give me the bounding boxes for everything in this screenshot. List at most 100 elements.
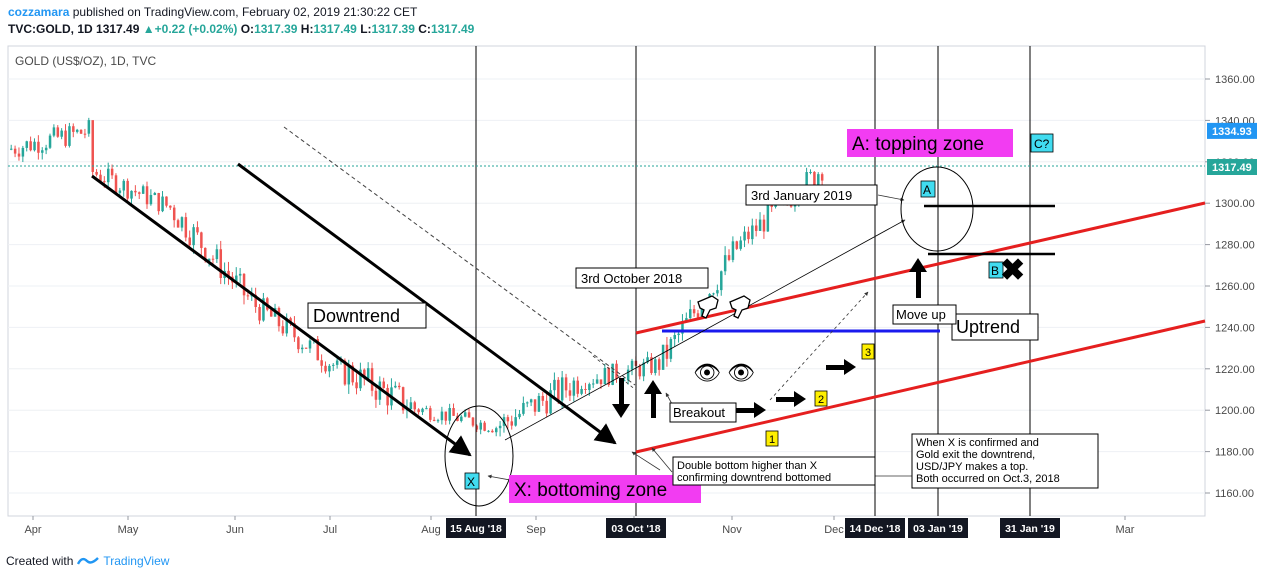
high-label: H: [300,22,314,36]
candle-body [425,408,428,410]
arrow-breakout-head [754,402,766,418]
candle-body [91,120,94,172]
candle-body [363,369,366,379]
candle-body [413,402,417,410]
candle-body [107,168,110,183]
candle-body [533,399,537,412]
candle-body [56,127,60,137]
month-label-dec: Dec [824,524,844,536]
close-label: C: [418,22,431,36]
x-callout [487,474,511,481]
candle-body [642,362,645,377]
arrow-3-head [844,359,856,375]
time-axis[interactable]: AprMayJunJulAugSepOctNovDecMar15 Aug '18… [24,516,1135,538]
y-tick-label-1280: 1280.00 [1215,240,1255,252]
hand-left-icon [697,295,719,319]
candle-body [429,408,432,420]
candle-body [52,127,56,136]
candle-body [277,307,281,327]
y-tick-label-1300: 1300.00 [1215,198,1255,210]
candle-body [820,174,824,181]
x-badge-label: X [467,475,475,489]
candle-body [44,147,48,151]
month-label-may: May [118,524,139,536]
month-label-jul: Jul [323,524,337,536]
date-flag-label-3: 03 Jan '19 [913,523,963,535]
candle-body [37,141,40,153]
candle-body [308,340,312,349]
downtrend-box [307,302,427,329]
candle-body [192,227,195,246]
y-tick-label-1260: 1260.00 [1215,281,1255,293]
month-label-jun: Jun [226,524,244,536]
breakout-callout [665,392,673,405]
candle-body [809,171,812,173]
created-with-label: Created with [6,554,74,568]
candle-body [87,120,91,134]
candle-body [440,411,444,421]
date-flag-1 [606,518,666,538]
num1-badge [765,430,779,447]
candle-body [219,249,223,278]
black-arrows [612,258,927,418]
candle-body [471,417,475,426]
candle-body [758,219,762,231]
candle-body [568,390,572,396]
candle-body [145,186,149,205]
double-bottom-line2: confirming downtrend bottomed [677,472,831,484]
candle-body [254,294,257,308]
candle-body [68,126,71,146]
candle-body [324,365,327,372]
tradingview-brand[interactable]: TradingView [103,554,170,568]
candle-body [335,360,339,365]
month-label-nov: Nov [722,524,742,536]
candle-body [134,190,137,193]
month-label-apr: Apr [24,524,41,536]
candle-body [463,412,467,417]
candle-body [623,380,626,382]
candle-body [557,379,560,401]
date-flag-label-1: 03 Oct '18 [611,523,660,535]
candle-body [762,219,766,232]
author-name[interactable]: cozzamara [8,5,70,19]
candle-body [417,409,420,413]
candle-body [374,390,378,400]
candle-body [506,417,510,422]
candle-body [293,323,296,338]
annotation-boxes: Downtrend Uptrend X: bottoming zone A: t… [307,129,1099,503]
candle-body [149,194,153,205]
oct-label: 3rd October 2018 [581,271,682,286]
price-flag-label-1: 1317.49 [1212,162,1252,174]
candle-body [184,217,188,238]
num2-badge [814,390,828,407]
candle-body [611,363,614,385]
publish-info: published on TradingView.com, February 0… [72,5,418,19]
candle-body [526,402,529,404]
candle-body [436,420,440,422]
candle-body [727,255,731,260]
candle-body [541,395,545,401]
chart-title: GOLD (US$/OZ), 1D, TVC [15,54,156,68]
downtrend-line-lower [91,174,472,457]
moveup-label: Move up [896,307,946,322]
moveup-box [892,304,957,325]
jan-callout [877,194,905,202]
candle-body [588,384,591,390]
candle-body [813,171,816,185]
candle-body [297,337,300,350]
candle-body [153,193,157,195]
price-flag-0 [1207,122,1257,139]
candle-body [665,344,669,359]
candle-body [646,357,649,363]
candle-body [204,247,207,261]
candle-body [242,273,246,296]
breakout-label: Breakout [673,405,725,420]
candle-body [677,333,680,336]
month-label-aug: Aug [421,524,441,536]
a-badge [920,180,936,198]
candle-body [444,411,448,421]
price-flag-1 [1207,158,1257,175]
candle-body [157,193,160,212]
candle-body [126,180,129,199]
